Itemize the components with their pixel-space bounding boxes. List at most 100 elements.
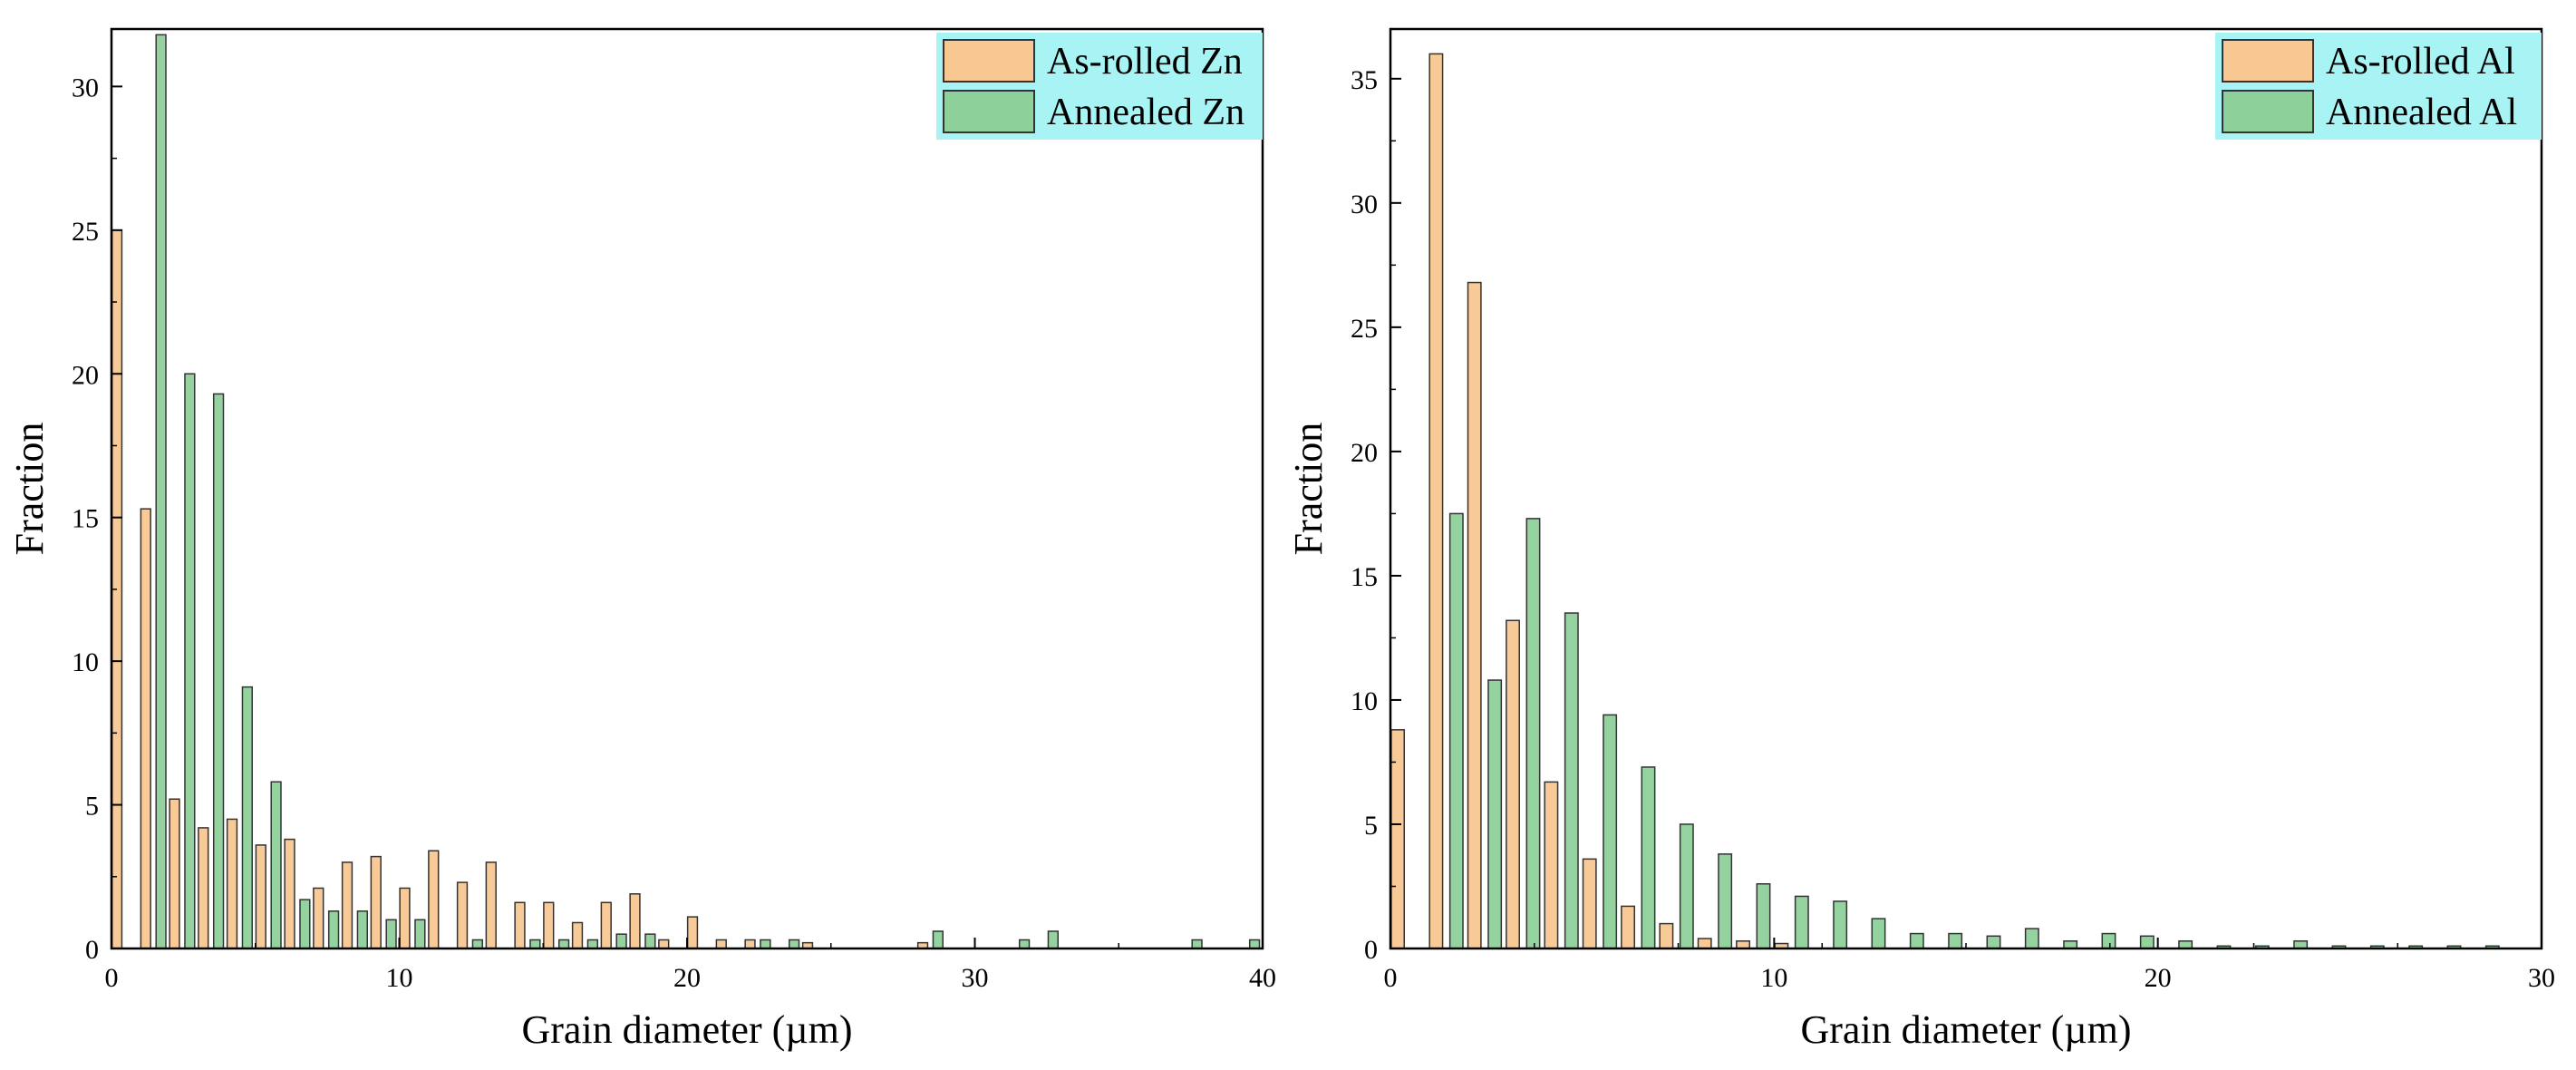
bar [241,686,253,949]
y-tick-label: 25 [72,217,99,247]
bar [485,861,497,949]
bar [1544,781,1559,949]
x-tick-label: 10 [1760,963,1787,993]
bar [1641,766,1656,949]
bar [1621,905,1635,949]
bar [1986,935,2001,949]
bar [744,939,756,949]
y-tick-label: 20 [1351,438,1378,468]
bar [1718,853,1733,949]
bar [788,939,800,949]
series-2 [155,34,1261,949]
legend-swatch [2222,39,2314,83]
bar [456,881,469,949]
bar [184,373,196,949]
bar [1506,619,1520,949]
bar [2024,928,2039,949]
bar [226,818,238,949]
bar [715,939,727,949]
y-axis-label: Fraction [7,423,52,556]
bar [571,921,584,949]
bar [2101,932,2116,949]
y-tick-label: 30 [1351,190,1378,219]
bar [299,899,311,949]
bar [313,887,324,949]
chart-2: 0 10 20 30 0 5 10 15 20 25 30 35 Grain diameter (µm)… [1286,27,2555,1052]
bar [327,910,340,949]
bar [212,393,225,949]
bar [586,939,599,949]
legend-label: Annealed Zn [1047,92,1244,133]
bar [1448,512,1464,949]
x-tick-label: 0 [105,963,119,993]
legend-label: As-rolled Al [2326,41,2515,83]
plot-frame [110,27,1264,950]
bar [1018,939,1031,949]
bar [385,919,397,949]
bar [1833,900,1848,949]
bar [1487,679,1503,949]
bar [1697,938,1712,949]
y-tick-label: 10 [72,647,99,677]
y-tick-label: 5 [85,792,99,822]
bar [629,893,641,949]
legend-label: Annealed Al [2326,92,2517,133]
legend-swatch [943,39,1035,83]
bar [1248,939,1261,949]
bar [1871,918,1886,949]
bar [399,887,411,949]
x-tick-label: 30 [962,963,989,993]
bar [760,939,771,949]
x-tick-label: 20 [673,963,701,993]
bar [284,838,295,949]
series-2 [1448,512,2500,949]
bar [1794,895,1809,949]
bar [557,939,570,949]
y-tick-label: 25 [1351,314,1378,344]
bar [1948,932,1963,949]
bar [1659,922,1674,949]
y-tick-label: 0 [1364,935,1378,965]
legend-label: As-rolled Zn [1047,41,1243,83]
plot-frame [1389,27,2543,950]
bar [341,861,353,949]
bar [1564,612,1579,949]
y-tick-label: 20 [72,360,99,390]
bar [529,939,541,949]
bar [1756,883,1771,949]
bar [1191,939,1203,949]
x-axis-label: Grain diameter (µm) [522,1007,853,1052]
bar [1467,281,1482,949]
bar [428,850,440,949]
bar [2139,935,2155,949]
x-axis-label: Grain diameter (µm) [1801,1007,2132,1052]
bar [198,827,209,949]
legend: As-rolled Al Annealed Al [2215,33,2542,140]
x-tick-label: 20 [2145,963,2172,993]
y-tick-label: 5 [1364,811,1378,841]
legend: As-rolled Zn Annealed Zn [936,33,1263,140]
chart-1: 0 10 20 30 40 0 5 10 15 20 25 30 Grain diameter (µm)… [7,27,1276,1052]
bar [140,508,151,949]
y-tick-label: 10 [1351,686,1378,716]
x-tick-label: 30 [2528,963,2555,993]
legend-swatch [2222,90,2314,133]
bar [356,910,368,949]
x-tick-label: 0 [1384,963,1398,993]
y-tick-label: 30 [72,73,99,102]
bar [414,919,426,949]
x-tick-label: 10 [386,963,413,993]
bar [600,901,612,949]
bar [543,901,555,949]
bar [155,34,167,949]
bar [1047,930,1059,949]
bar [1909,932,1924,949]
bar [471,939,484,949]
y-tick-label: 15 [72,504,99,534]
bar [169,798,180,949]
x-tick-label: 40 [1249,963,1276,993]
bar [1525,518,1541,949]
bar [514,901,526,949]
y-tick-label: 15 [1351,562,1378,592]
